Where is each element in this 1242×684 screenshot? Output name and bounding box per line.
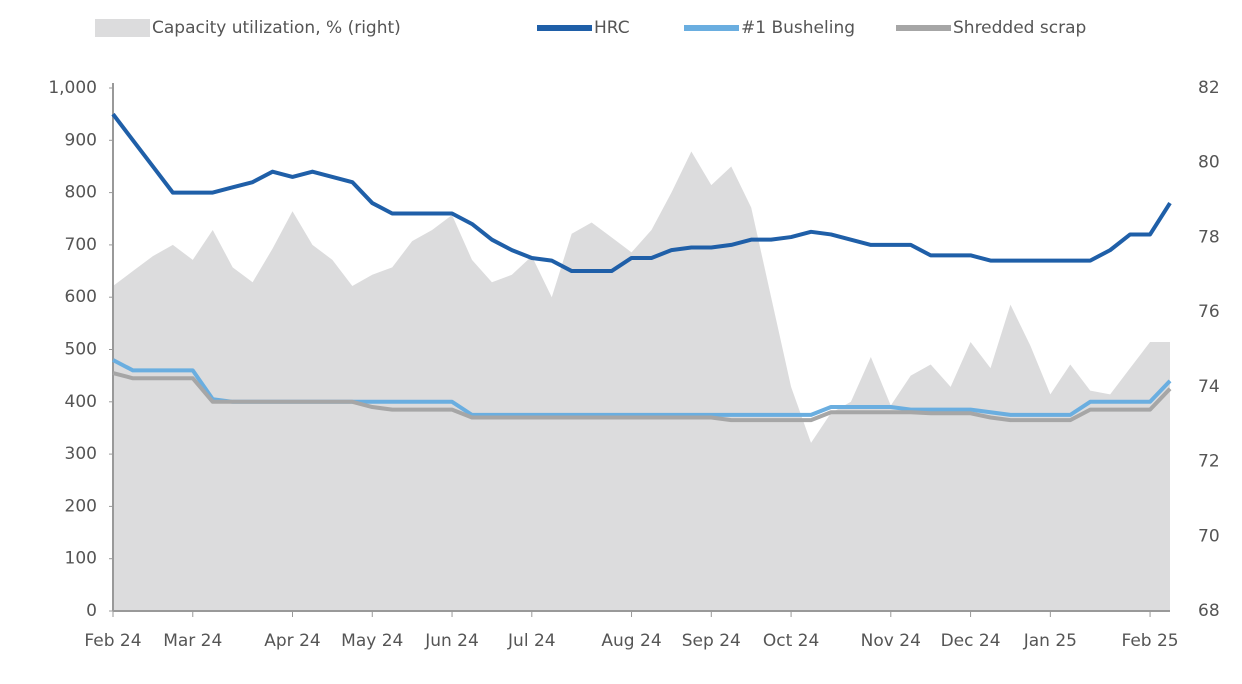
x-tick-label: Apr 24: [264, 631, 320, 651]
y2-tick-label: 68: [1198, 601, 1220, 621]
legend-label: Shredded scrap: [953, 18, 1086, 38]
x-tick-label: Feb 24: [84, 631, 141, 651]
x-tick-label: Oct 24: [763, 631, 819, 651]
legend: Capacity utilization, % (right) HRC #1 Bus…: [95, 18, 1086, 38]
x-tick-label: Nov 24: [861, 631, 921, 651]
y-tick-label: 100: [65, 549, 97, 569]
y-tick-label: 700: [65, 235, 97, 255]
legend-label: HRC: [594, 18, 630, 38]
y-tick-label: 0: [86, 601, 97, 621]
x-tick-label: Jul 24: [507, 631, 556, 651]
legend-label: Capacity utilization, % (right): [152, 18, 401, 38]
y-tick-label: 200: [65, 496, 97, 516]
y-tick-label: 300: [65, 444, 97, 464]
area: [113, 152, 1170, 611]
legend-label: #1 Busheling: [741, 18, 855, 38]
y2-tick-label: 70: [1198, 526, 1220, 546]
legend-swatch: [95, 19, 150, 37]
y-tick-label: 800: [65, 183, 97, 203]
x-tick-label: Jan 25: [1023, 631, 1077, 651]
x-tick-label: Jun 24: [424, 631, 479, 651]
y2-tick-label: 82: [1198, 78, 1220, 98]
y-tick-label: 900: [65, 130, 97, 150]
chart: Capacity utilization, % (right) HRC #1 Bus…: [0, 0, 1242, 684]
y2-tick-label: 76: [1198, 302, 1220, 322]
x-tick-label: Feb 25: [1121, 631, 1178, 651]
y2-tick-label: 72: [1198, 452, 1220, 472]
y2-tick-label: 80: [1198, 153, 1220, 173]
y-tick-label: 1,000: [48, 78, 97, 98]
y-tick-label: 400: [65, 392, 97, 412]
y-tick-label: 500: [65, 340, 97, 360]
y2-tick-label: 78: [1198, 227, 1220, 247]
x-tick-label: Dec 24: [941, 631, 1001, 651]
y-tick-label: 600: [65, 287, 97, 307]
x-tick-label: Mar 24: [163, 631, 222, 651]
x-tick-label: May 24: [341, 631, 403, 651]
x-tick-label: Aug 24: [601, 631, 661, 651]
y2-tick-label: 74: [1198, 377, 1220, 397]
x-tick-label: Sep 24: [682, 631, 741, 651]
